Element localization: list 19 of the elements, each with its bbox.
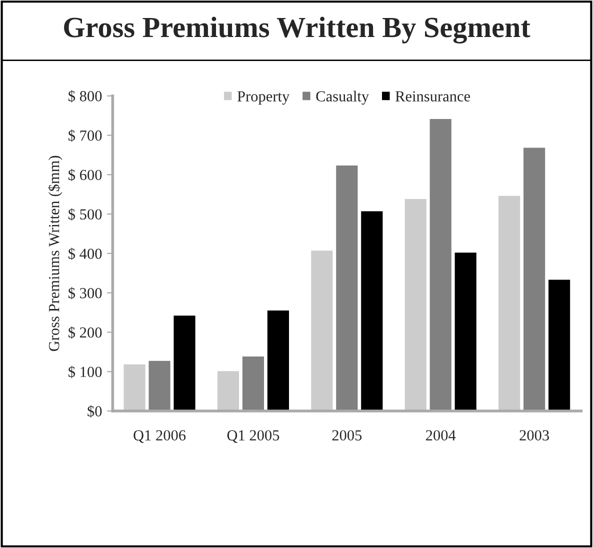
x-tick-label: 2005 <box>332 430 362 440</box>
x-tick-label: 2004 <box>426 430 456 440</box>
x-tick-label: 2003 <box>520 430 549 440</box>
x-tick-label: Q1 2005 <box>227 430 280 443</box>
y-tick-label: $ 200 <box>68 326 102 339</box>
y-tick-label: $0 <box>88 405 102 418</box>
y-tick-label: $ 500 <box>68 208 102 221</box>
y-axis-title: Gross Premiums Written ($mm) <box>48 156 62 352</box>
y-tick-label: $ 700 <box>68 130 102 142</box>
y-tick-label: $ 600 <box>68 168 102 182</box>
legend-label: Casualty <box>316 90 369 105</box>
y-tick-label: $ 400 <box>68 248 102 260</box>
legend-label: Reinsurance <box>395 91 470 102</box>
y-tick-label: $ 100 <box>68 366 102 378</box>
y-tick-label: $ 800 <box>68 90 102 102</box>
chart-title: Gross Premiums Written By Segment <box>64 16 530 44</box>
x-tick-label: Q1 2006 <box>134 430 186 443</box>
legend-label: Property <box>237 91 290 105</box>
y-tick-label: $ 300 <box>68 287 102 300</box>
